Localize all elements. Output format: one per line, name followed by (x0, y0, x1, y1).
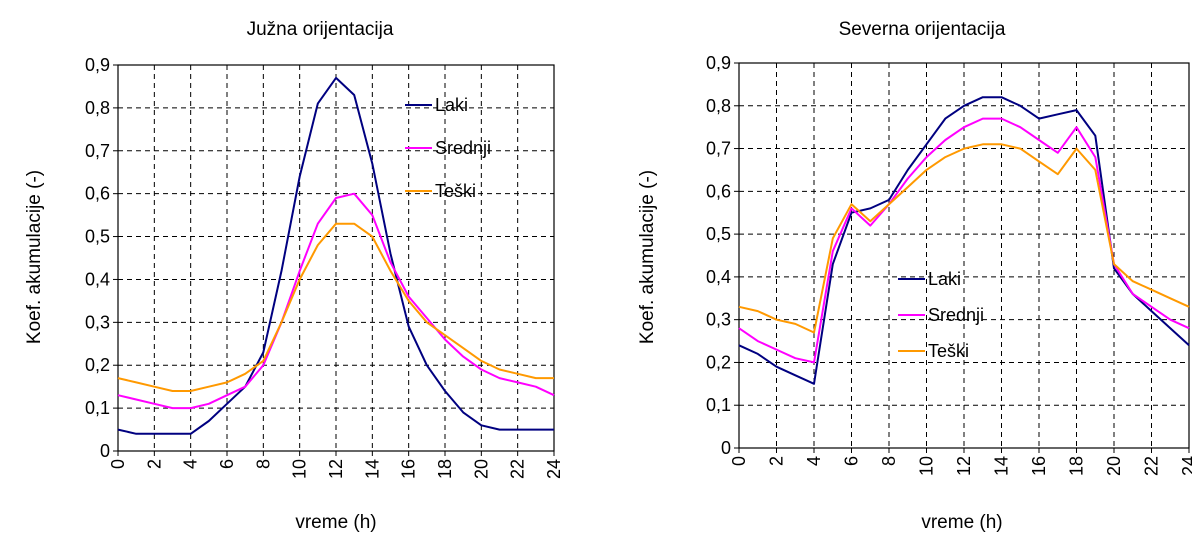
x-tick-label: 4 (804, 456, 824, 466)
legend-label: Laki (928, 269, 961, 289)
x-tick-label: 24 (1179, 456, 1192, 476)
legend: Laki Srednji Teški (405, 95, 491, 201)
x-tick-label: 6 (842, 456, 862, 466)
y-tick-label: 0,4 (706, 267, 731, 287)
grid (118, 65, 554, 451)
chart-south: Južna orijentacija Koef. akumulacije (-)… (24, 19, 564, 533)
series-line-teški (738, 143, 1190, 334)
y-ticks: 0 0,1 0,2 0,3 0,4 0,5 0,6 0,7 0,8 0,9 (706, 53, 739, 458)
series-line-teški (117, 222, 554, 392)
x-tick-label: 16 (399, 459, 419, 479)
y-tick-label: 0,9 (85, 55, 110, 75)
x-axis-label: vreme (h) (921, 512, 1002, 533)
x-tick-label: 2 (767, 456, 787, 466)
y-axis-label: Koef. akumulacije (-) (24, 170, 45, 344)
x-tick-label: 20 (471, 459, 491, 479)
legend-label: Teški (435, 181, 476, 201)
y-tick-label: 0,1 (706, 395, 731, 415)
y-tick-label: 0,8 (706, 96, 731, 116)
chart-title: Severna orijentacija (839, 19, 1006, 40)
y-tick-label: 0 (100, 441, 110, 461)
y-tick-label: 0,4 (85, 269, 110, 289)
y-tick-label: 0,9 (706, 53, 731, 73)
chart-north: Severna orijentacija Koef. akumulacije (… (637, 19, 1192, 533)
x-tick-label: 10 (290, 459, 310, 479)
grid (739, 63, 1189, 448)
x-tick-label: 12 (326, 459, 346, 479)
x-tick-label: 18 (435, 459, 455, 479)
y-tick-label: 0 (721, 438, 731, 458)
series-group (738, 96, 1190, 385)
x-tick-label: 22 (1142, 456, 1162, 476)
y-tick-label: 0,8 (85, 98, 110, 118)
y-tick-label: 0,2 (85, 355, 110, 375)
legend-label: Srednji (435, 138, 491, 158)
y-axis-label: Koef. akumulacije (-) (637, 170, 658, 344)
y-tick-label: 0,7 (706, 139, 731, 159)
legend-label: Srednji (928, 305, 984, 325)
series-line-laki (117, 76, 554, 435)
y-tick-label: 0,6 (85, 184, 110, 204)
y-tick-label: 0,2 (706, 352, 731, 372)
x-tick-label: 6 (217, 459, 237, 469)
legend-label: Laki (435, 95, 468, 115)
y-tick-label: 0,5 (85, 227, 110, 247)
x-tick-label: 8 (253, 459, 273, 469)
x-tick-label: 0 (729, 456, 749, 466)
x-tick-label: 8 (879, 456, 899, 466)
x-tick-label: 10 (917, 456, 937, 476)
x-tick-label: 16 (1029, 456, 1049, 476)
y-tick-label: 0,1 (85, 398, 110, 418)
x-ticks: 0 2 4 6 8 10 12 14 16 18 20 22 24 (108, 451, 564, 479)
x-ticks: 0 2 4 6 8 10 12 14 16 18 20 22 24 (729, 448, 1192, 476)
y-tick-label: 0,5 (706, 224, 731, 244)
x-tick-label: 22 (508, 459, 528, 479)
x-tick-label: 0 (108, 459, 128, 469)
chart-title: Južna orijentacija (247, 19, 394, 40)
y-tick-label: 0,6 (706, 181, 731, 201)
x-tick-label: 14 (992, 456, 1012, 476)
y-ticks: 0 0,1 0,2 0,3 0,4 0,5 0,6 0,7 0,8 0,9 (85, 55, 118, 461)
x-tick-label: 12 (954, 456, 974, 476)
x-tick-label: 20 (1104, 456, 1124, 476)
series-line-srednji (117, 192, 555, 410)
series-group (117, 76, 555, 435)
x-tick-label: 4 (181, 459, 201, 469)
x-axis-label: vreme (h) (295, 512, 376, 533)
y-tick-label: 0,3 (85, 312, 110, 332)
y-tick-label: 0,3 (706, 310, 731, 330)
legend: Laki Srednji Teški (898, 269, 984, 361)
series-line-laki (738, 96, 1190, 385)
x-tick-label: 18 (1067, 456, 1087, 476)
x-tick-label: 2 (144, 459, 164, 469)
legend-label: Teški (928, 341, 969, 361)
x-tick-label: 14 (362, 459, 382, 479)
y-tick-label: 0,7 (85, 141, 110, 161)
x-tick-label: 24 (544, 459, 564, 479)
